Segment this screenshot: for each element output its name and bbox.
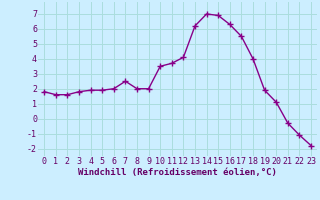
- X-axis label: Windchill (Refroidissement éolien,°C): Windchill (Refroidissement éolien,°C): [78, 168, 277, 177]
